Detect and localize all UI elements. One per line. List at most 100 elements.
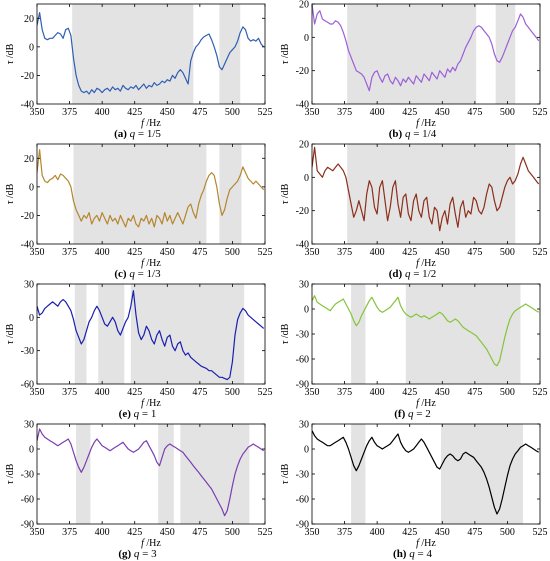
shaded-band [347,144,516,244]
shaded-band [219,144,242,244]
y-tick-label: -90 [21,520,34,531]
x-tick-label: 425 [127,247,142,258]
chart-panel: 350 375 400 425 450 475 500 525 -90 -60 -30 0 30 f /H… [275,280,550,420]
axes-frame [311,3,541,105]
chart-svg: 350 375 400 425 450 475 500 525 -90 -60 -30 0 30 f /H… [280,280,548,409]
shaded-band [73,144,207,244]
shaded-band [74,284,87,384]
y-tick-label: 20 [24,154,34,165]
y-tick-label: -40 [296,100,309,111]
axes-frame [36,143,266,245]
x-tick-label: 450 [435,107,450,118]
x-tick-label: 525 [258,527,273,538]
y-tick-label: -20 [296,66,309,77]
panel-caption: (b) q = 1/4 [275,128,550,140]
series-line [312,4,540,92]
x-tick-label: 525 [258,107,273,118]
x-tick-label: 450 [435,247,450,258]
y-tick-label: 20 [299,0,309,11]
shaded-band [405,284,521,384]
x-axis-label: f /Hz [141,118,161,129]
y-tick-label: -30 [21,346,34,357]
y-tick-label: 20 [24,14,34,25]
shaded-band [180,424,250,524]
caption-variable: q [129,268,135,280]
y-axis-label: τ /dB [5,323,16,344]
panel-letter: (f) [394,408,409,420]
chart-svg: 350 375 400 425 450 475 500 525 -40 -20 0 20 f /Hz τ … [5,3,273,129]
caption-variable: q [409,548,415,560]
caption-value: = 1 [139,408,157,420]
series-line [37,290,265,381]
x-axis-label: f /Hz [416,398,436,409]
x-tick-label: 400 [95,387,110,398]
panel-letter: (g) [118,548,134,560]
panel-letter: (c) [114,268,130,280]
chart-svg: 350 375 400 425 450 475 500 525 -40 -20 0 20 f /Hz τ … [280,140,548,269]
caption-variable: q [133,408,140,420]
shaded-band [130,284,245,384]
y-tick-label: -30 [296,470,309,481]
x-axis-label: f /Hz [141,258,161,269]
x-tick-label: 400 [370,107,385,118]
x-axis-label: f /Hz [141,538,161,549]
x-tick-label: 475 [192,527,207,538]
shaded-band [219,4,241,104]
shaded-band [351,424,366,524]
x-tick-label: 350 [305,247,320,258]
shaded-band [347,4,477,104]
x-tick-label: 525 [533,247,548,258]
y-tick-label: 30 [299,420,309,431]
chart-panel: 350 375 400 425 450 475 500 525 -40 -20 0 20 f /Hz τ … [275,0,550,140]
x-tick-label: 375 [62,107,77,118]
panel-letter: (a) [114,128,130,140]
x-tick-label: 525 [533,387,548,398]
x-tick-label: 500 [500,527,515,538]
x-tick-label: 375 [337,387,352,398]
y-tick-label: -20 [296,206,309,217]
x-tick-label: 400 [370,527,385,538]
y-tick-label: 30 [24,280,34,291]
caption-variable: q [129,128,136,140]
y-tick-label: -60 [296,495,309,506]
x-axis-label: f /Hz [416,118,436,129]
chart-panel: 350 375 400 425 450 475 500 525 -60 -30 0 30 f /Hz τ … [0,280,275,420]
panel-caption: (c) q = 1/3 [0,268,275,280]
y-tick-label: 30 [299,280,309,291]
caption-value: = 1/3 [134,268,161,280]
caption-value: = 1/5 [135,128,161,140]
panel-caption: (d) q = 1/2 [275,268,550,280]
x-tick-label: 475 [192,107,207,118]
x-tick-label: 475 [467,387,482,398]
x-tick-label: 450 [160,247,175,258]
x-tick-label: 500 [225,387,240,398]
chart-panel: 350 375 400 425 450 475 500 525 -40 -20 0 20 f /Hz τ … [0,0,275,140]
chart-panel: 350 375 400 425 450 475 500 525 -40 -20 0 20 f /Hz τ … [275,140,550,280]
y-axis-label: τ /dB [280,463,291,484]
chart-svg: 350 375 400 425 450 475 500 525 -90 -60 -30 0 30 f /H… [5,420,273,549]
panel-letter: (d) [388,268,405,280]
x-tick-label: 500 [500,247,515,258]
x-axis-label: f /Hz [416,258,436,269]
y-tick-label: -60 [296,355,309,366]
shaded-band [76,424,91,524]
x-tick-label: 350 [30,387,45,398]
shaded-band [158,424,174,524]
x-tick-label: 525 [533,527,548,538]
y-axis-label: τ /dB [5,463,16,484]
x-tick-label: 475 [467,247,482,258]
x-tick-label: 375 [337,527,352,538]
y-tick-label: -90 [296,380,309,391]
y-tick-label: 30 [24,420,34,431]
x-tick-label: 500 [225,247,240,258]
panel-caption: (h) q = 4 [275,548,550,560]
x-tick-label: 425 [402,107,417,118]
y-tick-label: -60 [21,380,34,391]
panel-caption: (f) q = 2 [275,408,550,420]
axes-frame [36,283,266,385]
x-tick-label: 475 [192,387,207,398]
shaded-band [440,424,524,524]
x-tick-label: 525 [533,107,548,118]
panel-caption: (a) q = 1/5 [0,128,275,140]
chart-svg: 350 375 400 425 450 475 500 525 -90 -60 -30 0 30 f /H… [280,420,548,549]
